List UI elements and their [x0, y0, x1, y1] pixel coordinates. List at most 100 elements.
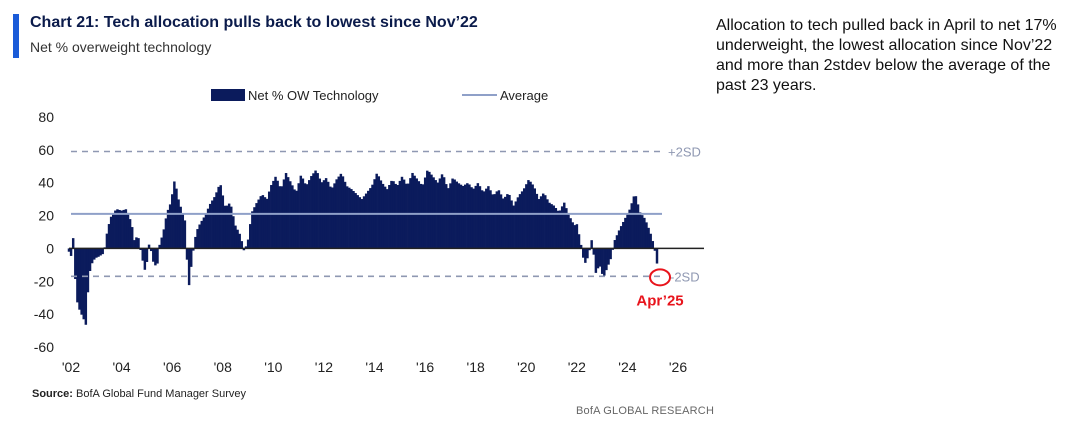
bar: [200, 220, 203, 249]
bar: [579, 244, 583, 249]
bar: [107, 224, 111, 249]
bar: [582, 248, 585, 258]
bar: [259, 196, 263, 249]
bar: [445, 184, 448, 249]
bar: [428, 171, 431, 249]
bar: [329, 186, 332, 249]
bar: [143, 248, 147, 270]
bar: [263, 197, 267, 249]
bar: [369, 188, 372, 249]
bar: [84, 248, 88, 325]
bar: [632, 196, 636, 249]
bar: [211, 200, 214, 249]
bar: [554, 208, 558, 249]
bar: [219, 185, 222, 249]
bar: [588, 248, 591, 251]
bar: [404, 183, 408, 249]
bar: [133, 240, 136, 249]
bar: [67, 248, 71, 252]
bar: [185, 248, 189, 260]
bar: [501, 198, 505, 249]
bar: [230, 206, 233, 249]
bar: [411, 172, 414, 249]
bar: [78, 248, 81, 310]
x-tick-label: '10: [264, 359, 282, 375]
bar: [655, 248, 659, 264]
bar: [470, 187, 473, 249]
x-tick-label: '16: [416, 359, 434, 375]
bar: [596, 248, 600, 269]
bar: [653, 248, 657, 251]
bar: [147, 244, 151, 249]
bar: [217, 186, 220, 249]
bar: [171, 194, 174, 249]
bar: [175, 188, 178, 249]
bar: [356, 195, 359, 249]
bar: [343, 181, 347, 249]
bar: [183, 220, 187, 249]
bar: [556, 210, 560, 249]
plus-2sd-label: +2SD: [668, 145, 701, 160]
source-note: Source: BofA Global Fund Manager Survey: [32, 388, 246, 400]
bar: [575, 224, 579, 249]
bar: [303, 183, 307, 249]
bar: [234, 225, 237, 249]
bar: [474, 185, 477, 249]
bar: [455, 181, 459, 249]
x-tick-label: '24: [618, 359, 636, 375]
bar: [552, 205, 555, 249]
bar: [609, 248, 612, 260]
bar: [320, 182, 324, 249]
bar: [223, 205, 227, 249]
bar: [93, 248, 96, 260]
bar: [495, 191, 499, 249]
bar: [565, 208, 568, 249]
bar: [457, 183, 461, 249]
bar: [651, 241, 655, 249]
bar: [480, 190, 484, 249]
bar: [71, 238, 75, 249]
legend-label-bars: Net % OW Technology: [248, 88, 379, 103]
bar: [371, 184, 374, 249]
y-tick-label: 0: [46, 240, 54, 256]
bar: [607, 248, 610, 265]
x-tick-label: '12: [315, 359, 333, 375]
bar: [550, 204, 553, 249]
bar: [137, 238, 140, 249]
bar: [592, 248, 596, 255]
x-axis-ticks: '02 '04 '06 '08 '10 '12 '14 '16 '18 '20 '22 '24 '26: [62, 359, 687, 375]
bar: [419, 183, 423, 249]
bar: [116, 209, 119, 249]
bar: [463, 184, 467, 249]
bar: [126, 212, 130, 249]
bar: [208, 203, 212, 249]
legend: Net % OW Technology Average: [211, 88, 548, 103]
bar: [571, 222, 574, 249]
bar: [630, 203, 633, 249]
bar: [626, 213, 629, 249]
bar: [337, 176, 340, 249]
bar: [461, 185, 465, 249]
bar: [339, 173, 343, 249]
y-tick-label: 80: [38, 109, 54, 125]
bar: [400, 176, 404, 249]
bar: [413, 175, 416, 249]
bar: [459, 184, 463, 249]
bar: [124, 209, 128, 249]
bar: [645, 222, 648, 249]
bar: [600, 248, 604, 274]
bar: [426, 170, 429, 249]
bar: [297, 183, 300, 249]
bar: [447, 188, 450, 249]
bar: [491, 194, 494, 249]
bar: [198, 224, 201, 249]
bar: [341, 176, 345, 249]
bar: [432, 177, 435, 249]
bar: [130, 227, 134, 249]
bar: [246, 239, 250, 249]
x-tick-label: '22: [568, 359, 586, 375]
bar: [238, 233, 241, 249]
bar: [449, 183, 452, 249]
bar: [613, 240, 617, 249]
bar: [358, 197, 362, 249]
